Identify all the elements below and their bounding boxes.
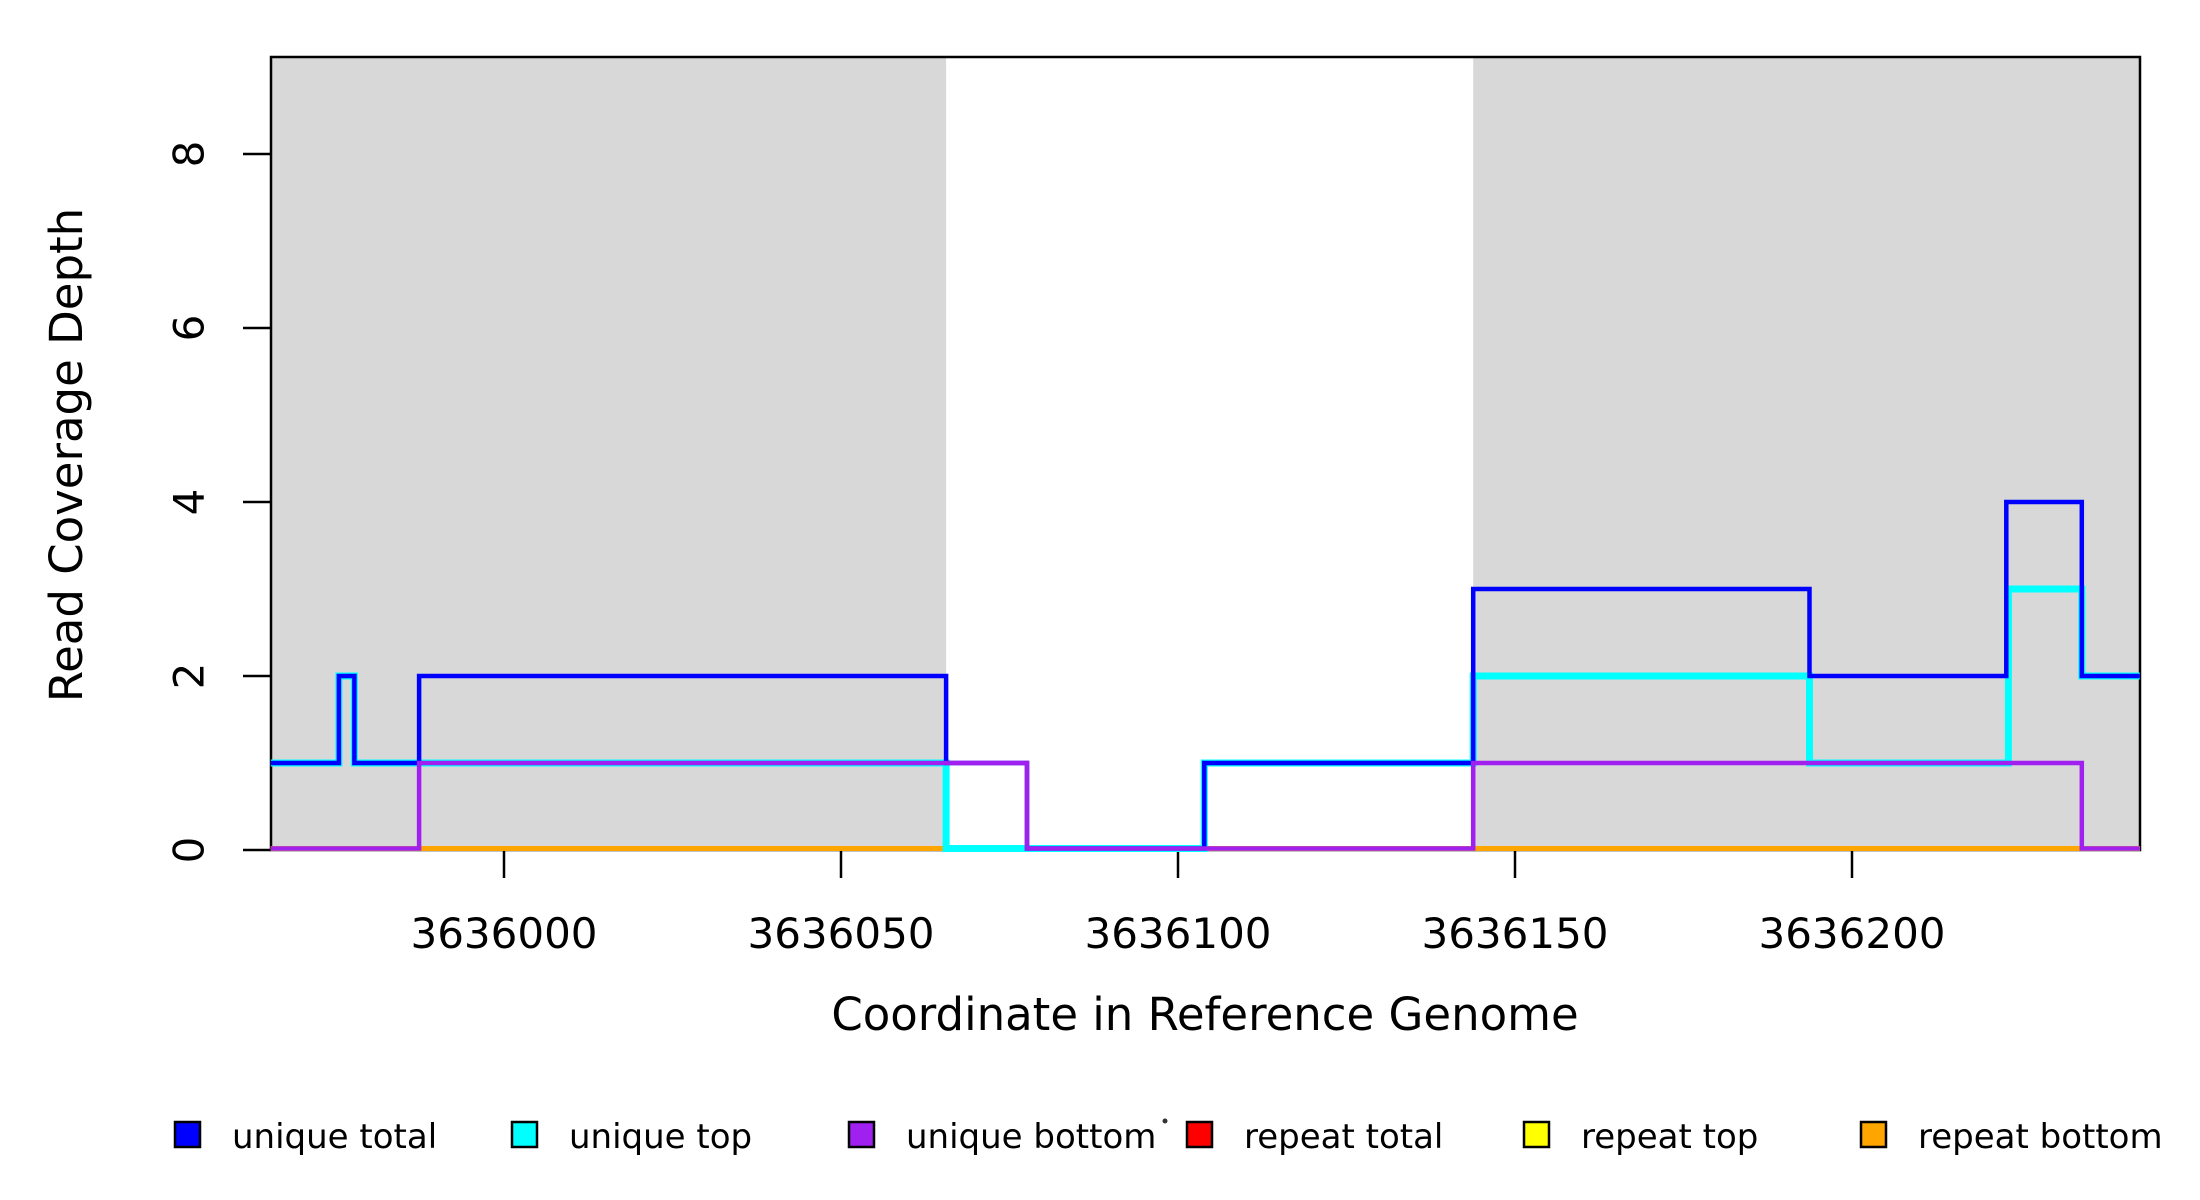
x-axis-title: Coordinate in Reference Genome: [831, 988, 1578, 1041]
x-axis-tick-label: 3636050: [747, 909, 934, 958]
y-axis-tick-label: 0: [165, 837, 214, 864]
legend-label-unique-total: unique total: [232, 1117, 437, 1157]
shaded-region-left: [270, 57, 947, 850]
legend-item-unique-total: unique total: [173, 1117, 437, 1157]
legend-swatch-unique-total: [173, 1120, 202, 1149]
legend-item-repeat-total: repeat total: [1185, 1117, 1443, 1157]
legend-swatch-unique-bottom: [847, 1120, 876, 1149]
axes-layer: 3636000 3636050 3636100 3636150 3636200 0 2 4 6 8: [165, 141, 1946, 958]
y-axis-tick-label: 6: [165, 315, 214, 342]
legend-item-unique-top: unique top: [510, 1117, 752, 1157]
shaded-regions-layer: [270, 57, 2140, 850]
legend-label-repeat-bottom: repeat bottom: [1918, 1117, 2163, 1157]
x-axis-tick-label: 3636150: [1421, 909, 1608, 958]
y-axis-title: Read Coverage Depth: [40, 208, 93, 702]
y-axis-tick-label: 8: [165, 141, 214, 168]
legend-swatch-repeat-total: [1185, 1120, 1214, 1149]
y-axis-tick-label: 2: [165, 663, 214, 690]
legend-item-repeat-bottom: repeat bottom: [1859, 1117, 2163, 1157]
x-axis-tick-label: 3636000: [410, 909, 597, 958]
y-axis-tick-label: 4: [165, 489, 214, 516]
legend-label-unique-bottom: unique bottom: [906, 1117, 1156, 1157]
legend-label-unique-top: unique top: [569, 1117, 752, 1157]
x-axis-tick-label: 3636200: [1758, 909, 1945, 958]
legend-label-repeat-total: repeat total: [1244, 1117, 1443, 1157]
stray-dot-artifact: [1162, 1118, 1168, 1124]
legend-item-unique-bottom: unique bottom: [847, 1117, 1156, 1157]
x-axis-tick-label: 3636100: [1084, 909, 1271, 958]
legend-label-repeat-top: repeat top: [1581, 1117, 1758, 1157]
legend-swatch-repeat-bottom: [1859, 1120, 1888, 1149]
legend-swatch-repeat-top: [1522, 1120, 1551, 1149]
legend-swatch-unique-top: [510, 1120, 539, 1149]
legend-layer: unique total unique top unique bottom repea…: [173, 1117, 2163, 1157]
legend-item-repeat-top: repeat top: [1522, 1117, 1758, 1157]
series-line-unique-bottom: [270, 760, 2140, 851]
series-layer: [270, 499, 2140, 852]
